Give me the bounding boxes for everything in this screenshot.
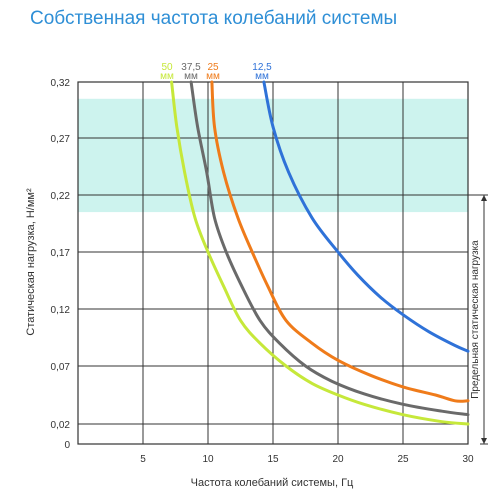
y-tick-label-3: 0,12	[51, 305, 71, 316]
y-tick-label-4: 0,17	[51, 248, 71, 259]
series-line-0	[170, 80, 470, 426]
limit-indicator: Предельная статическая нагрузка	[468, 194, 488, 445]
series-line-2	[210, 80, 470, 403]
limit-arrow-bottom	[481, 438, 487, 444]
series-line-1	[189, 80, 470, 417]
x-tick-label-6: 30	[462, 454, 474, 465]
axes-layer	[77, 81, 469, 445]
x-tick-label-2: 10	[202, 454, 214, 465]
series-label-3: 12,5	[252, 62, 272, 73]
series-label-0: 50	[161, 62, 173, 73]
y-tick-label-2: 0,07	[51, 362, 71, 373]
series-label-2: 25	[207, 62, 219, 73]
x-tick-label-5: 25	[397, 454, 409, 465]
y-tick-label-5: 0,22	[51, 191, 71, 202]
series-unit-1: мм	[184, 71, 198, 82]
x-tick-label-3: 15	[267, 454, 279, 465]
series-unit-0: мм	[160, 71, 174, 82]
series-label-1: 37,5	[181, 62, 201, 73]
series-unit-2: мм	[206, 71, 220, 82]
series-line-3	[262, 80, 470, 353]
x-axis-label: Частота колебаний системы, Гц	[191, 477, 354, 489]
y-tick-label-7: 0,32	[51, 78, 71, 89]
plot-frame	[77, 81, 469, 445]
y-tick-label-6: 0,27	[51, 134, 71, 145]
chart-title: Собственная частота колебаний системы	[30, 8, 398, 29]
limit-arrow-top	[481, 195, 487, 201]
x-tick-label-1: 5	[140, 454, 146, 465]
y-tick-label-0: 0	[64, 440, 70, 451]
y-axis-label: Статическая нагрузка, Н/мм²	[25, 188, 37, 336]
x-tick-label-4: 20	[332, 454, 344, 465]
y-tick-label-1: 0,02	[51, 420, 71, 431]
series-layer	[170, 80, 470, 426]
limit-label: Предельная статическая нагрузка	[470, 240, 481, 399]
series-unit-3: мм	[255, 71, 269, 82]
tick-labels-layer: 5 10 15 20 25 30 0 0,02 0,07 0,12 0,17 0,22 0,27 0,32	[51, 78, 474, 465]
